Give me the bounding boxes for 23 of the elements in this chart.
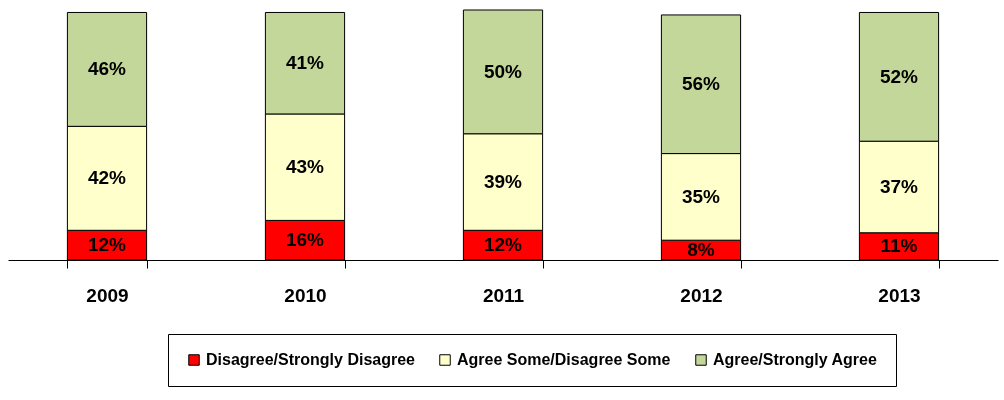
x-tick-label: 2009 [86, 284, 129, 306]
x-tick-label: 2012 [680, 284, 723, 306]
data-label: 37% [879, 175, 919, 197]
data-label: 39% [483, 171, 523, 193]
data-label: 11% [880, 235, 918, 257]
data-label: 16% [285, 229, 325, 251]
data-label: 12% [483, 234, 523, 256]
x-tick-label: 2011 [482, 284, 525, 306]
x-tick-label: 2010 [284, 284, 327, 306]
x-tick-label: 2013 [878, 284, 921, 306]
legend-label: Disagree/Strongly Disagree [206, 351, 416, 368]
data-label: 56% [681, 73, 721, 95]
data-label: 35% [681, 185, 721, 207]
data-label: 42% [87, 167, 127, 189]
data-label: 8% [687, 239, 715, 261]
data-label: 43% [285, 156, 325, 178]
data-label: 52% [879, 65, 919, 87]
data-label: 46% [87, 58, 127, 80]
legend-label: Agree Some/Disagree Some [457, 351, 671, 368]
legend-label: Agree/Strongly Agree [713, 351, 877, 368]
data-label: 50% [483, 60, 523, 82]
data-label: 41% [285, 52, 325, 74]
data-label: 12% [87, 234, 127, 256]
